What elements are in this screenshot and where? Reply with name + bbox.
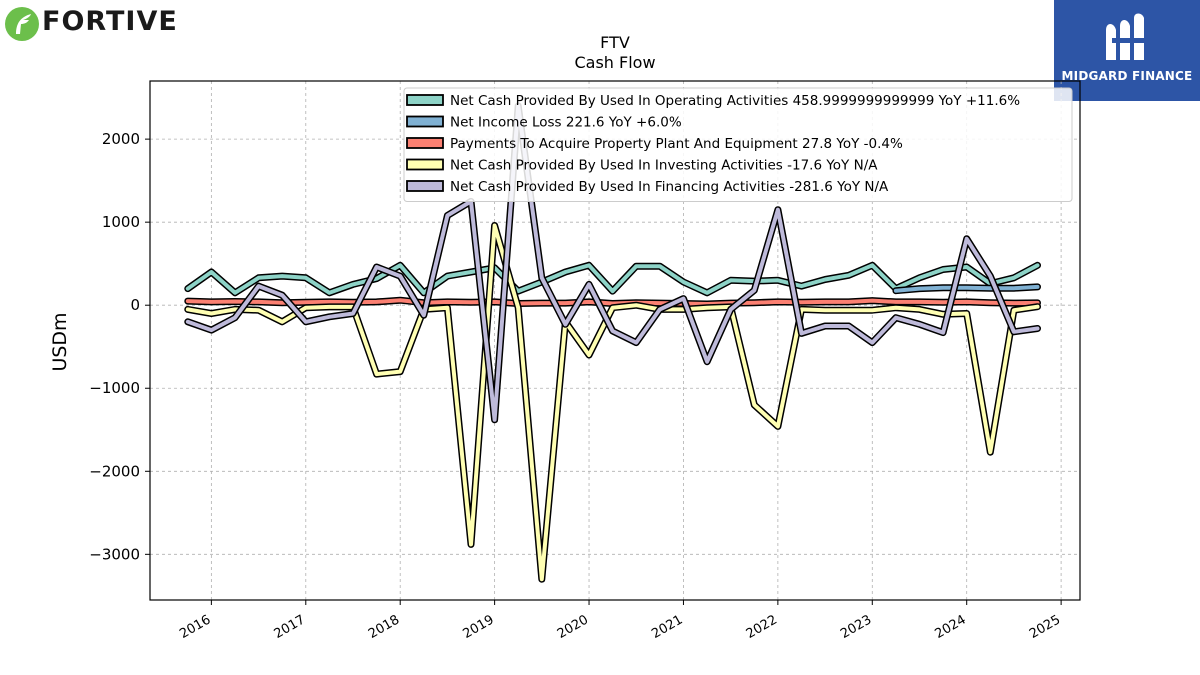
x-tick-label: 2018	[366, 612, 402, 642]
chart-title: FTV	[600, 33, 630, 52]
x-tick-label: 2024	[933, 612, 969, 642]
legend-swatch	[406, 137, 444, 149]
midgard-wordmark: MIDGARD FINANCE	[1061, 69, 1193, 83]
y-tick-label: −3000	[89, 545, 140, 563]
midgard-logo: MIDGARD FINANCE	[1054, 0, 1200, 101]
x-tick-label: 2022	[744, 612, 780, 642]
y-tick-label: 1000	[102, 213, 140, 231]
legend-swatch	[406, 94, 444, 106]
x-tick-label: 2016	[177, 612, 213, 642]
legend-box	[403, 87, 1073, 202]
series-line	[893, 284, 1040, 293]
y-tick-label: −1000	[89, 379, 140, 397]
legend-entry: Net Cash Provided By Used In Financing A…	[450, 179, 889, 195]
x-tick-label: 2025	[1027, 612, 1063, 642]
y-tick-label: 0	[130, 296, 140, 314]
series-line	[185, 298, 1040, 306]
fortive-wordmark: FORTIVE	[42, 6, 178, 37]
legend-swatch	[406, 158, 444, 171]
y-tick-label: −2000	[89, 462, 140, 480]
legend-entry: Net Cash Provided By Used In Investing A…	[450, 158, 878, 174]
legend-entry: Net Income Loss 221.6 YoY +6.0%	[450, 115, 682, 131]
legend-swatch	[406, 115, 444, 128]
y-axis-label: USDm	[49, 312, 71, 371]
midgard-m-icon	[1106, 13, 1148, 60]
x-tick-label: 2019	[460, 612, 496, 642]
fortive-logo: FORTIVE	[4, 4, 194, 44]
series-4	[184, 102, 1041, 424]
plot-frame	[149, 80, 1081, 601]
series-1	[892, 283, 1041, 295]
x-tick-label: 2023	[838, 612, 874, 642]
y-tick-label: 2000	[102, 130, 140, 148]
x-axis-ticks: 2016 2017 2018 2019 2020 2021 2022 2023 2024 2025	[177, 600, 1063, 642]
legend-entry: Net Cash Provided By Used In Operating A…	[450, 93, 1020, 109]
x-tick-label: 2021	[649, 612, 685, 642]
x-tick-label: 2017	[272, 612, 308, 642]
series-line	[185, 223, 1040, 582]
legend-entry: Payments To Acquire Property Plant And E…	[450, 136, 903, 152]
legend-swatch	[406, 180, 444, 192]
legend: Net Cash Provided By Used In Operating A…	[403, 87, 1073, 202]
series-lines	[184, 102, 1041, 583]
x-tick-label: 2020	[555, 612, 591, 642]
chart-subtitle: Cash Flow	[574, 53, 655, 72]
fortive-leaf-icon	[5, 7, 39, 41]
series-2	[184, 296, 1041, 308]
series-line	[185, 103, 1040, 422]
series-3	[184, 222, 1041, 583]
y-axis-ticks: −3000 −2000 −1000 0 1000 2000	[89, 130, 150, 563]
